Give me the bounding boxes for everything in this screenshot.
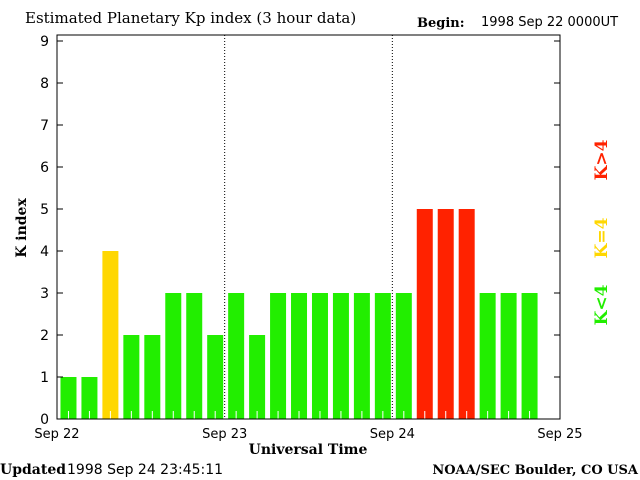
y-tick-label: 3: [40, 286, 49, 302]
bar: [207, 335, 224, 419]
bar: [332, 293, 349, 419]
bar: [123, 335, 140, 419]
chart-title: Estimated Planetary Kp index (3 hour dat…: [25, 9, 356, 27]
footer-updated-label: Updated: [0, 462, 66, 478]
bar: [521, 293, 538, 419]
bar: [249, 335, 266, 419]
bar: [437, 209, 454, 419]
bar: [102, 251, 119, 419]
x-tick-label: Sep 22: [34, 427, 79, 442]
bar: [186, 293, 203, 419]
y-tick-label: 7: [40, 118, 49, 134]
y-tick-label: 6: [40, 160, 49, 176]
y-tick-label: 9: [40, 34, 49, 50]
bar: [60, 377, 77, 419]
x-axis-label: Universal Time: [249, 442, 368, 458]
begin-value: 1998 Sep 22 0000UT: [481, 15, 618, 30]
bar: [458, 209, 475, 419]
footer-updated-value: 1998 Sep 24 23:45:11: [67, 462, 223, 478]
bar: [311, 293, 328, 419]
bar: [374, 293, 391, 419]
bar: [500, 293, 517, 419]
bar: [395, 293, 412, 419]
y-tick-label: 8: [40, 76, 49, 92]
bar: [144, 335, 161, 419]
bar: [165, 293, 182, 419]
y-tick-label: 5: [40, 202, 49, 218]
x-tick-label: Sep 23: [202, 427, 247, 442]
x-tick-label: Sep 25: [537, 427, 582, 442]
y-axis-label: K index: [14, 198, 30, 258]
legend-entry: K<4: [592, 284, 612, 325]
bar: [81, 377, 98, 419]
begin-label: Begin:: [417, 16, 465, 31]
bar: [270, 293, 287, 419]
y-tick-label: 1: [40, 370, 49, 386]
bar: [228, 293, 245, 419]
x-tick-label: Sep 24: [370, 427, 415, 442]
bar: [353, 293, 370, 419]
bar: [479, 293, 496, 419]
legend-entry: K>4: [592, 139, 612, 180]
bar: [416, 209, 433, 419]
footer-source: NOAA/SEC Boulder, CO USA: [432, 463, 639, 478]
plot-frame: [56, 34, 561, 420]
legend-entry: K=4: [592, 217, 612, 258]
bar: [291, 293, 308, 419]
y-tick-label: 2: [40, 328, 49, 344]
y-tick-label: 0: [40, 412, 49, 428]
y-tick-label: 4: [40, 244, 49, 260]
